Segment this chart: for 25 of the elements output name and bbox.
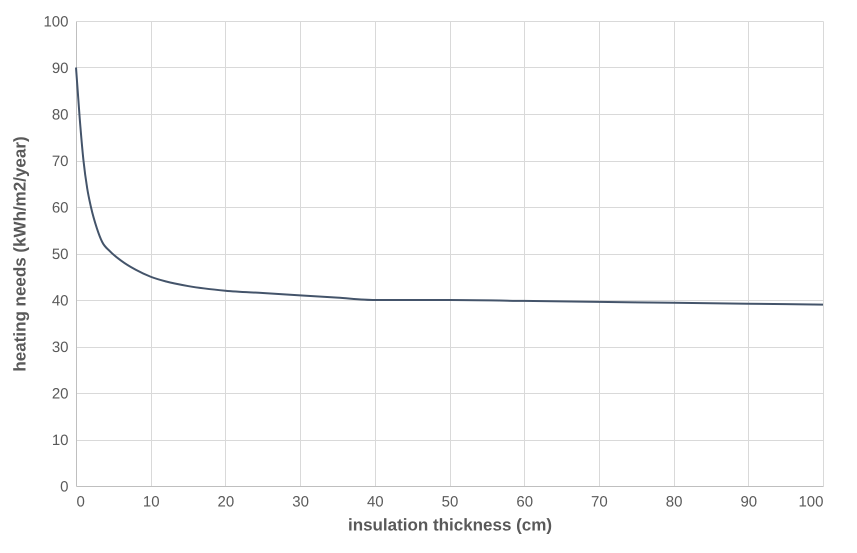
x-tick-label: 100 bbox=[798, 494, 824, 510]
y-tick-label: 80 bbox=[52, 106, 68, 124]
y-tick-label: 0 bbox=[60, 478, 68, 496]
x-tick-label: 70 bbox=[591, 494, 608, 510]
x-tick-label: 30 bbox=[292, 494, 309, 510]
y-tick-label: 10 bbox=[52, 432, 68, 449]
y-tick-label: 100 bbox=[43, 14, 68, 30]
y-tick-label: 30 bbox=[52, 339, 68, 356]
y-tick-label: 40 bbox=[52, 292, 68, 310]
y-axis-title: heating needs (kWh/m2/year) bbox=[10, 136, 30, 372]
line-series bbox=[75, 66, 824, 306]
x-tick-label: 20 bbox=[218, 494, 234, 510]
x-tick-label: 90 bbox=[740, 494, 758, 510]
y-tick-label: 50 bbox=[52, 246, 68, 263]
y-tick-label: 90 bbox=[52, 60, 68, 77]
y-tick-label: 70 bbox=[52, 153, 68, 170]
x-tick-label: 80 bbox=[666, 494, 682, 510]
x-tick-label: 10 bbox=[142, 494, 160, 510]
x-tick-label: 40 bbox=[366, 494, 384, 510]
x-tick-label: 50 bbox=[442, 494, 458, 510]
x-tick-label: 60 bbox=[516, 494, 534, 510]
y-tick-label: 20 bbox=[52, 386, 68, 402]
x-tick-label: 0 bbox=[76, 494, 85, 510]
x-axis-title: insulation thickness (cm) bbox=[348, 516, 552, 534]
y-tick-label: 60 bbox=[52, 200, 68, 216]
